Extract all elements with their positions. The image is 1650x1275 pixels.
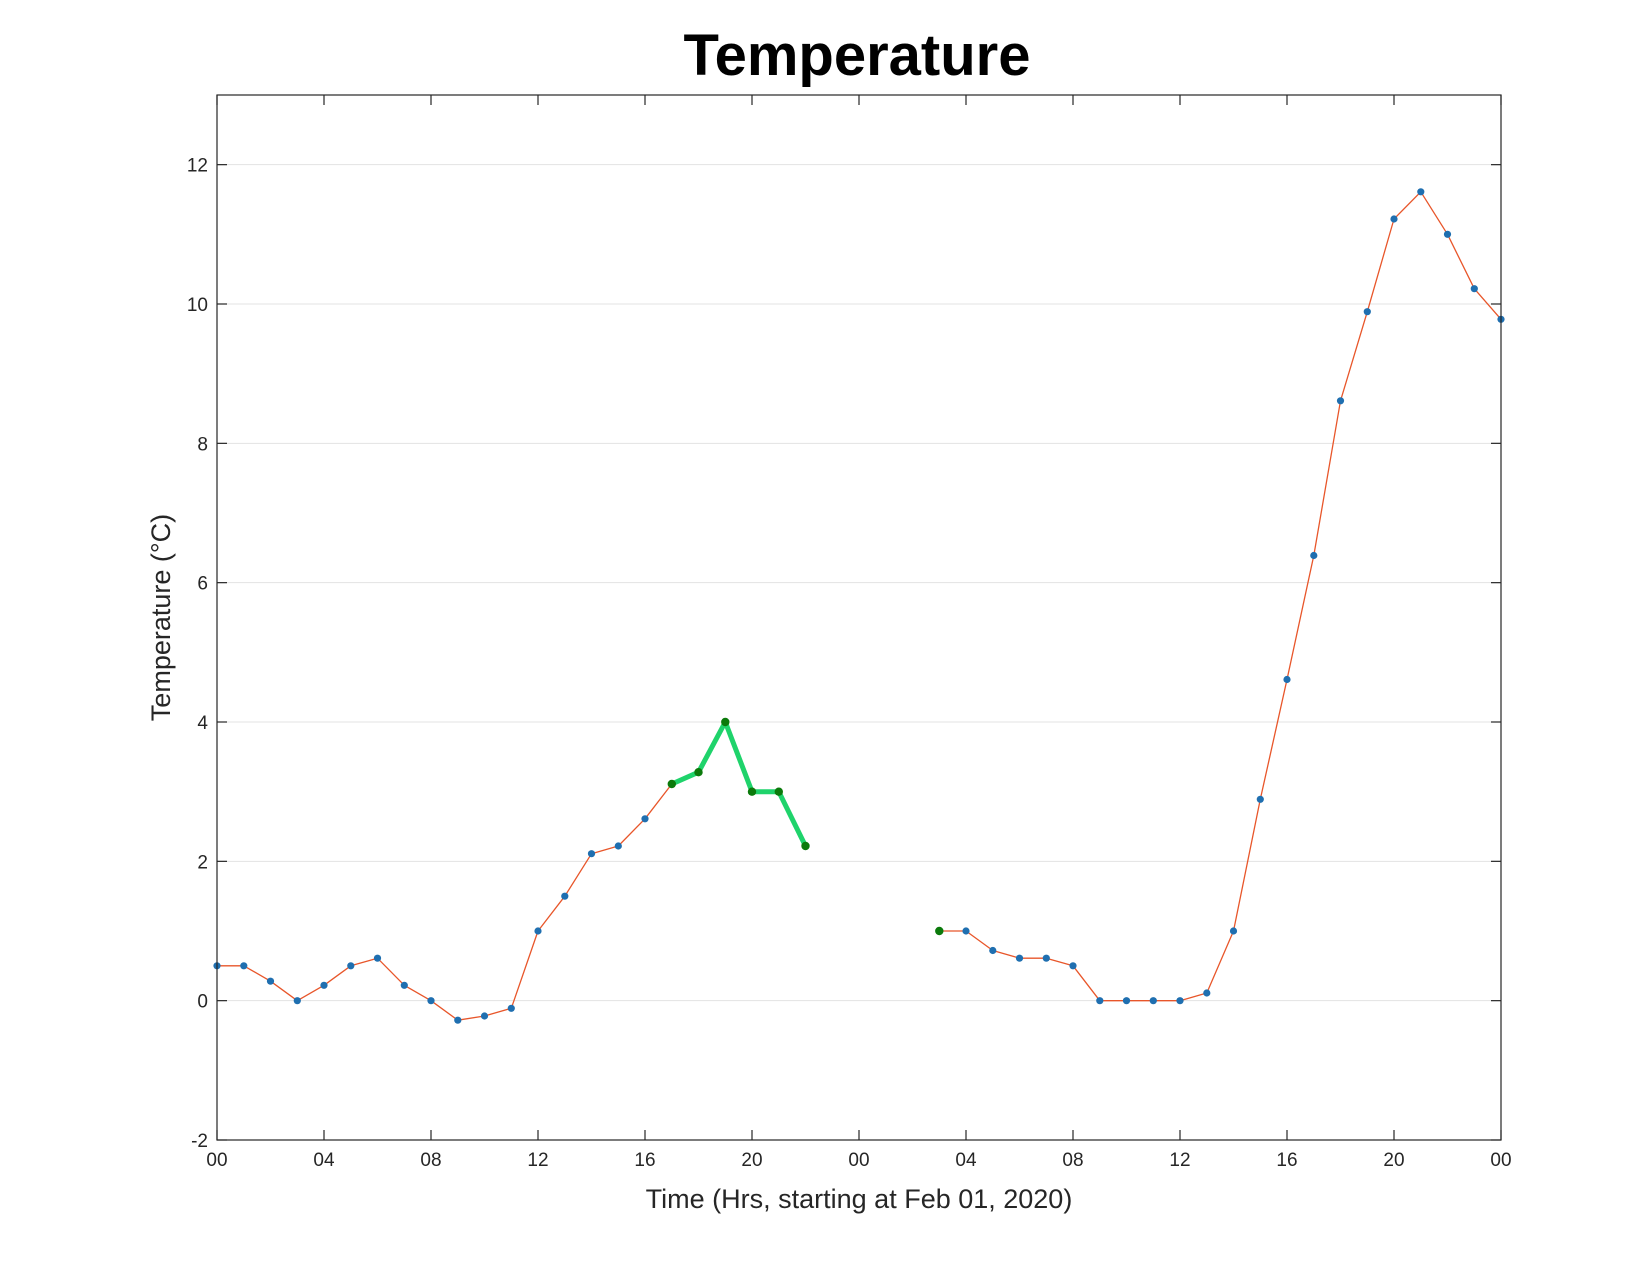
highlight-data-point	[801, 841, 810, 851]
data-point	[989, 946, 997, 955]
data-point	[1096, 997, 1104, 1005]
data-point	[373, 954, 382, 962]
x-tick-label: 08	[1062, 1150, 1083, 1171]
y-tick-label: 6	[197, 574, 208, 595]
data-point	[1256, 795, 1264, 803]
data-point	[1336, 397, 1345, 405]
data-point	[1122, 997, 1131, 1005]
data-point	[1069, 962, 1077, 970]
chart-title: Temperature	[683, 23, 1030, 88]
x-tick-label: 00	[1490, 1150, 1511, 1171]
y-axis-label: Temperature (°C)	[146, 514, 176, 721]
data-point	[427, 997, 435, 1005]
data-point	[347, 962, 355, 970]
data-point	[1149, 997, 1157, 1005]
series-line	[216, 721, 807, 1021]
data-point	[240, 962, 248, 970]
x-tick-label: 00	[848, 1150, 869, 1171]
data-point	[1470, 285, 1478, 293]
y-tick-label: 2	[197, 852, 208, 873]
highlight-data-point	[774, 787, 783, 796]
data-point	[962, 927, 970, 935]
highlight-data-point	[721, 717, 730, 727]
highlight-data-point	[694, 768, 703, 777]
data-point	[1283, 675, 1291, 684]
y-tick-label: 8	[197, 434, 208, 455]
data-point	[534, 927, 542, 935]
data-point	[1229, 927, 1238, 935]
data-point	[293, 997, 301, 1005]
x-tick-label: 04	[313, 1150, 335, 1171]
series-lines	[216, 191, 1502, 1021]
x-tick-label: 08	[420, 1150, 441, 1171]
data-point	[1203, 989, 1211, 997]
x-tick-label: 04	[955, 1150, 977, 1171]
x-tick-label: 12	[1169, 1150, 1190, 1171]
series-line	[938, 191, 1502, 1002]
data-point	[1390, 215, 1398, 223]
x-axis-label: Time (Hrs, starting at Feb 01, 2020)	[646, 1184, 1073, 1214]
x-tick-label: 16	[634, 1150, 655, 1171]
data-point	[1363, 308, 1371, 316]
x-tick-labels: 00 04 08 12 16 20 00 04 08 12 16 20 00	[206, 1150, 1511, 1171]
data-point	[266, 977, 275, 985]
data-point	[641, 815, 649, 823]
data-point	[1015, 954, 1024, 962]
highlight-series-line	[669, 719, 808, 849]
x-tick-label: 20	[1383, 1150, 1404, 1171]
highlight-data-point	[747, 787, 757, 796]
data-point	[1042, 954, 1050, 962]
y-tick-label: 10	[187, 295, 208, 316]
x-tick-label: 00	[206, 1150, 227, 1171]
data-point	[1176, 997, 1184, 1005]
y-tick-label: 4	[197, 713, 208, 734]
data-point	[507, 1004, 515, 1012]
data-point	[480, 1012, 489, 1020]
highlight-data-point	[667, 779, 676, 789]
axis-ticks	[216, 95, 1502, 1141]
highlight-data-point	[935, 926, 944, 936]
y-tick-label: 0	[197, 992, 208, 1013]
data-point	[561, 892, 569, 900]
data-point	[400, 981, 408, 989]
y-tick-label: 12	[187, 156, 208, 177]
y-tick-labels: -2 0 2 4 6 8 10 12	[187, 156, 209, 1152]
data-point	[587, 850, 596, 858]
data-points	[213, 188, 1505, 1024]
x-tick-label: 20	[741, 1150, 762, 1171]
x-tick-label: 16	[1276, 1150, 1297, 1171]
data-point	[454, 1016, 462, 1024]
x-tick-label: 12	[527, 1150, 548, 1171]
data-point	[1417, 188, 1425, 196]
data-point	[320, 981, 328, 989]
grid-lines	[217, 164, 1501, 1002]
plot-area-frame	[216, 94, 1502, 1141]
highlight-lines	[669, 719, 808, 849]
data-point	[1310, 551, 1318, 560]
y-tick-label: -2	[191, 1131, 208, 1152]
data-point	[1443, 230, 1452, 238]
data-point	[614, 842, 622, 850]
